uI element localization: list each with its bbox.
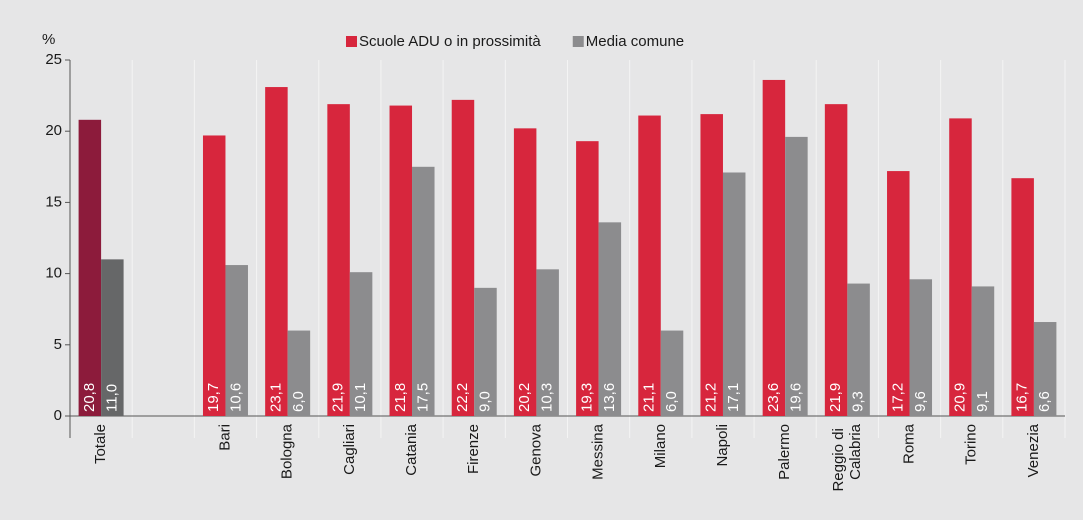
legend-swatch <box>572 36 584 47</box>
value-label: 19,3 <box>578 383 595 412</box>
value-label: 6,6 <box>1036 391 1053 412</box>
bar <box>824 104 848 417</box>
value-label: 16,7 <box>1014 383 1031 412</box>
bar <box>847 283 870 416</box>
value-label: 21,9 <box>827 383 844 412</box>
value-label: 11,0 <box>103 384 120 412</box>
x-tick-label: Milano <box>652 424 669 468</box>
value-label: 19,7 <box>205 383 222 412</box>
bar <box>1033 322 1057 416</box>
bar <box>101 259 124 416</box>
x-tick-label: Cagliari <box>341 424 358 475</box>
value-label: 10,3 <box>539 383 556 412</box>
x-tick-label: Firenze <box>465 424 482 474</box>
value-label: 17,2 <box>889 383 906 412</box>
bar <box>576 141 599 416</box>
y-tick-label: 10 <box>45 265 62 282</box>
x-tick-label: Napoli <box>714 424 731 467</box>
bar <box>598 222 622 416</box>
value-label: 19,6 <box>787 383 804 412</box>
value-label: 9,1 <box>974 391 991 412</box>
bar <box>949 118 972 416</box>
x-tick-label: Messina <box>590 423 607 480</box>
value-label: 21,9 <box>330 383 347 412</box>
bar <box>536 269 559 416</box>
x-tick-label: Venezia <box>1025 423 1042 477</box>
value-label: 17,1 <box>725 383 742 412</box>
x-tick-label: Palermo <box>776 424 793 480</box>
bar <box>785 136 808 416</box>
bar <box>202 135 226 417</box>
x-tick-label: Roma <box>901 423 918 464</box>
value-label: 21,8 <box>392 383 409 412</box>
x-tick-label: Bari <box>216 424 233 451</box>
x-tick-label: Genova <box>527 423 544 476</box>
bar <box>451 99 475 416</box>
value-label: 22,2 <box>454 383 471 412</box>
y-tick-label: 20 <box>45 122 62 139</box>
x-tick-label: Torino <box>963 424 980 465</box>
legend-label: Media comune <box>586 33 684 50</box>
x-tick-label: Reggio di Calabria <box>830 423 864 491</box>
bar <box>722 172 746 416</box>
bar <box>638 115 661 416</box>
value-label: 6,0 <box>663 391 680 412</box>
y-unit: % <box>42 31 55 48</box>
y-tick-label: 15 <box>45 193 62 210</box>
value-label: 23,6 <box>765 383 782 412</box>
bar <box>474 287 497 416</box>
value-label: 6,0 <box>290 391 307 412</box>
bar <box>265 87 288 416</box>
legend-label: Scuole ADU o in prossimità <box>359 33 541 50</box>
y-tick-label: 0 <box>54 407 62 424</box>
value-label: 20,9 <box>951 383 968 412</box>
bar <box>971 286 995 416</box>
bar <box>513 128 537 417</box>
bar <box>660 330 684 416</box>
x-tick-label: Catania <box>403 423 420 475</box>
y-tick-label: 25 <box>45 51 62 68</box>
bar <box>327 104 350 417</box>
bar <box>78 119 102 417</box>
bar <box>225 265 248 416</box>
value-label: 9,3 <box>850 391 867 412</box>
bar <box>887 171 910 416</box>
value-label: 21,2 <box>703 383 720 412</box>
value-label: 9,6 <box>912 391 929 412</box>
y-tick-label: 5 <box>54 336 62 353</box>
value-label: 21,1 <box>641 383 658 412</box>
value-label: 20,8 <box>81 383 98 412</box>
x-tick-label: Totale <box>92 424 109 464</box>
bar <box>412 166 435 416</box>
bar <box>389 105 413 417</box>
value-label: 13,6 <box>601 383 618 412</box>
value-label: 17,5 <box>414 383 431 412</box>
bar <box>700 114 723 416</box>
value-label: 9,0 <box>476 391 493 412</box>
bar <box>349 272 373 416</box>
x-tick-label: Bologna <box>279 423 296 479</box>
value-label: 23,1 <box>267 383 284 412</box>
bar <box>287 330 311 416</box>
bar <box>762 79 786 416</box>
value-label: 20,2 <box>516 383 533 412</box>
value-label: 10,6 <box>228 383 245 412</box>
legend-swatch <box>346 36 357 47</box>
bar <box>1011 178 1034 416</box>
value-label: 10,1 <box>352 383 369 412</box>
bar <box>909 279 933 416</box>
